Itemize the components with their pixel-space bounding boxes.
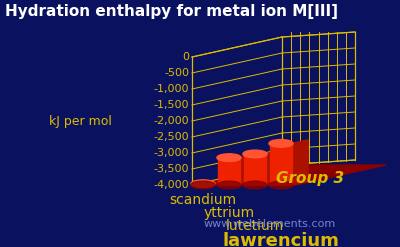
- Polygon shape: [240, 154, 256, 185]
- Text: -3,500: -3,500: [154, 164, 189, 174]
- Polygon shape: [192, 165, 386, 185]
- Text: -2,000: -2,000: [153, 116, 189, 126]
- Polygon shape: [218, 158, 240, 185]
- Ellipse shape: [191, 181, 215, 189]
- Text: -4,000: -4,000: [153, 180, 189, 190]
- Ellipse shape: [243, 181, 267, 189]
- Polygon shape: [214, 180, 230, 185]
- Polygon shape: [270, 144, 292, 185]
- Text: 0: 0: [182, 52, 189, 62]
- Text: -1,000: -1,000: [154, 84, 189, 94]
- Text: lawrencium: lawrencium: [222, 232, 340, 247]
- Polygon shape: [192, 184, 214, 185]
- Ellipse shape: [217, 181, 241, 189]
- Polygon shape: [266, 150, 282, 185]
- Text: lutetium: lutetium: [226, 219, 284, 233]
- Ellipse shape: [269, 181, 293, 189]
- Text: -500: -500: [164, 68, 189, 78]
- Text: yttrium: yttrium: [204, 206, 254, 220]
- Text: Group 3: Group 3: [276, 171, 344, 186]
- Text: -1,500: -1,500: [154, 100, 189, 110]
- Polygon shape: [292, 140, 308, 185]
- Text: -3,000: -3,000: [154, 148, 189, 158]
- Ellipse shape: [191, 180, 215, 187]
- Text: www.webelements.com: www.webelements.com: [204, 219, 336, 229]
- Text: Hydration enthalpy for metal ion M[III]: Hydration enthalpy for metal ion M[III]: [5, 4, 338, 19]
- Text: kJ per mol: kJ per mol: [48, 116, 112, 128]
- Polygon shape: [244, 154, 266, 185]
- Ellipse shape: [217, 154, 241, 162]
- Text: scandium: scandium: [170, 193, 236, 207]
- Text: -2,500: -2,500: [153, 132, 189, 142]
- Ellipse shape: [243, 150, 267, 158]
- Ellipse shape: [269, 140, 293, 147]
